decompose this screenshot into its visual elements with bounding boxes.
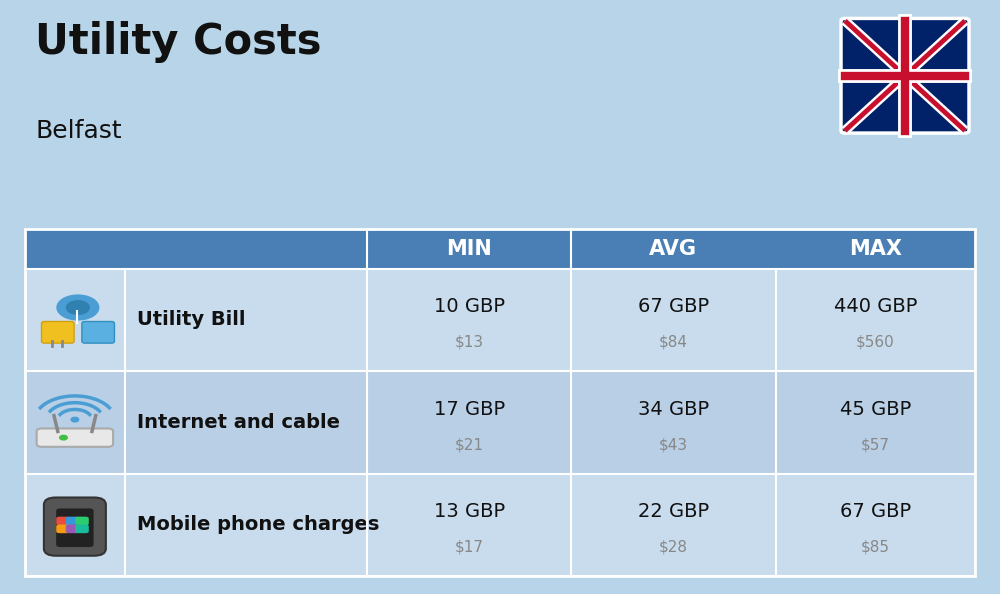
Circle shape — [57, 295, 99, 320]
Text: Utility Bill: Utility Bill — [137, 311, 245, 330]
Text: 22 GBP: 22 GBP — [638, 502, 709, 521]
Text: AVG: AVG — [649, 239, 697, 258]
Text: Belfast: Belfast — [35, 119, 122, 143]
FancyBboxPatch shape — [841, 18, 969, 133]
Text: 45 GBP: 45 GBP — [840, 400, 911, 419]
FancyBboxPatch shape — [37, 428, 113, 447]
Text: $13: $13 — [455, 335, 484, 350]
FancyBboxPatch shape — [56, 508, 94, 547]
Bar — [25, 229, 975, 576]
Text: 67 GBP: 67 GBP — [638, 297, 709, 316]
FancyBboxPatch shape — [44, 498, 106, 556]
Text: MAX: MAX — [849, 239, 902, 258]
Text: $28: $28 — [659, 540, 688, 555]
Bar — [25, 473, 975, 576]
Bar — [25, 268, 975, 371]
Text: 10 GBP: 10 GBP — [434, 297, 505, 316]
Text: Internet and cable: Internet and cable — [137, 413, 340, 432]
Bar — [25, 371, 975, 473]
FancyBboxPatch shape — [82, 321, 114, 343]
FancyBboxPatch shape — [56, 517, 70, 525]
Text: $84: $84 — [659, 335, 688, 350]
Text: $560: $560 — [856, 335, 895, 350]
Text: MIN: MIN — [446, 239, 492, 258]
Text: $21: $21 — [455, 437, 484, 453]
Circle shape — [71, 418, 79, 422]
Circle shape — [60, 435, 67, 440]
FancyBboxPatch shape — [56, 525, 70, 533]
Text: $17: $17 — [455, 540, 484, 555]
Text: $43: $43 — [659, 437, 688, 453]
Text: $57: $57 — [861, 437, 890, 453]
FancyBboxPatch shape — [66, 525, 79, 533]
FancyBboxPatch shape — [42, 321, 74, 343]
Circle shape — [66, 301, 89, 314]
FancyBboxPatch shape — [75, 517, 89, 525]
Text: $85: $85 — [861, 540, 890, 555]
Text: 440 GBP: 440 GBP — [834, 297, 917, 316]
FancyBboxPatch shape — [75, 525, 89, 533]
Bar — [25, 229, 975, 268]
Text: 13 GBP: 13 GBP — [434, 502, 505, 521]
Text: 34 GBP: 34 GBP — [638, 400, 709, 419]
Text: Utility Costs: Utility Costs — [35, 21, 322, 63]
Text: 67 GBP: 67 GBP — [840, 502, 911, 521]
FancyBboxPatch shape — [66, 517, 79, 525]
Text: Mobile phone charges: Mobile phone charges — [137, 516, 379, 535]
Text: 17 GBP: 17 GBP — [434, 400, 505, 419]
